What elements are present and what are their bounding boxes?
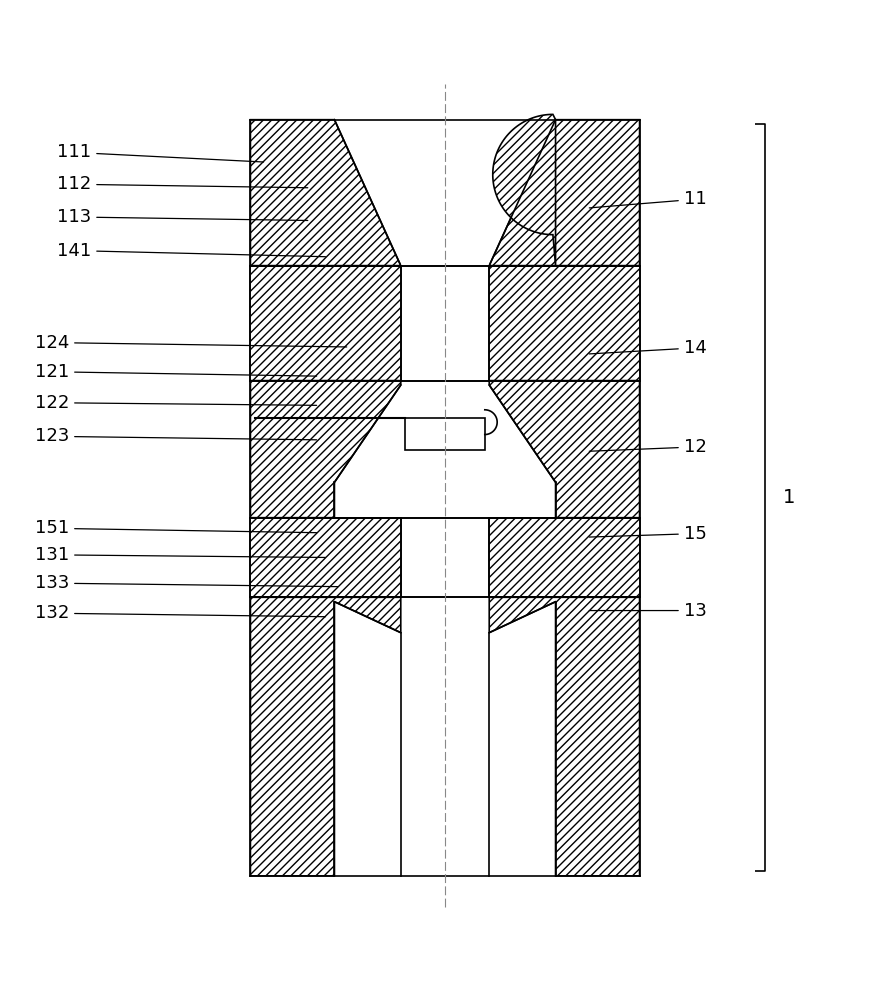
Text: 151: 151 [35, 519, 317, 537]
Text: 132: 132 [35, 604, 326, 622]
Polygon shape [250, 120, 400, 266]
Text: 12: 12 [589, 438, 707, 456]
Polygon shape [490, 266, 640, 381]
Text: 13: 13 [589, 602, 707, 620]
Polygon shape [250, 597, 400, 876]
Text: 141: 141 [57, 242, 326, 260]
Polygon shape [490, 597, 640, 876]
Polygon shape [400, 120, 490, 266]
Text: 113: 113 [57, 208, 308, 226]
Text: 131: 131 [35, 546, 326, 564]
Text: 15: 15 [589, 525, 707, 543]
Text: 111: 111 [57, 143, 263, 162]
Text: 112: 112 [57, 175, 308, 193]
Text: 14: 14 [589, 339, 707, 357]
Text: 123: 123 [35, 427, 317, 445]
Text: 11: 11 [589, 190, 707, 208]
Text: 122: 122 [35, 394, 317, 412]
Polygon shape [250, 266, 400, 381]
Polygon shape [490, 120, 640, 266]
Polygon shape [405, 418, 485, 450]
Polygon shape [490, 518, 640, 597]
Text: 1: 1 [783, 488, 796, 507]
Text: 124: 124 [35, 334, 347, 352]
Text: 121: 121 [35, 363, 317, 381]
Text: 133: 133 [35, 574, 338, 592]
Polygon shape [250, 518, 400, 597]
Polygon shape [493, 114, 555, 266]
Polygon shape [490, 381, 640, 518]
Polygon shape [250, 381, 400, 518]
